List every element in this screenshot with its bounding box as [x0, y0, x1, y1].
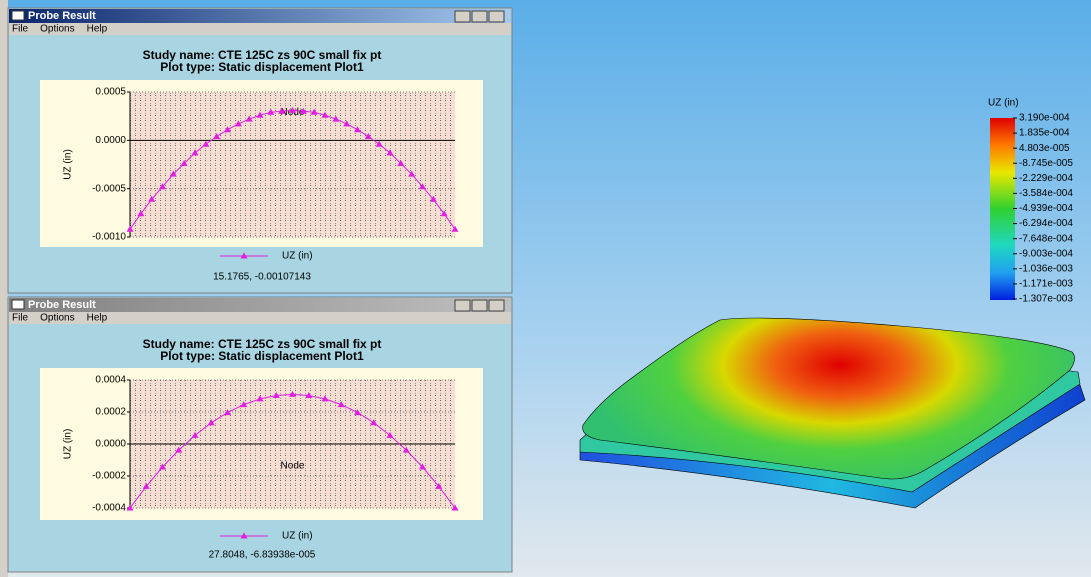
frame [0, 0, 8, 577]
y-tick-label: 0.0004 [95, 375, 126, 386]
menu-bar [9, 23, 511, 35]
legend-label: -1.307e-003 [1019, 294, 1073, 305]
y-tick-label: -0.0010 [92, 232, 126, 243]
legend-label: -8.745e-005 [1019, 158, 1073, 169]
y-tick-label: 0.0002 [95, 407, 126, 418]
minimize-button[interactable] [455, 11, 470, 22]
legend-label: 4.803e-005 [1019, 143, 1070, 154]
menu-bar [9, 312, 511, 324]
legend-label: UZ (in) [282, 531, 313, 542]
legend-label: -3.584e-004 [1019, 188, 1073, 199]
status-text: 27.8048, -6.83938e-005 [209, 550, 316, 561]
chart-subtitle: Plot type: Static displacement Plot1 [160, 60, 364, 74]
y-tick-label: -0.0005 [92, 183, 126, 194]
color-bar [990, 118, 1015, 300]
status-text: 15.1765, -0.00107143 [213, 272, 311, 283]
legend-label: 3.190e-004 [1019, 113, 1070, 124]
y-tick-label: 0.0000 [95, 135, 126, 146]
y-axis-label: UZ (in) [63, 149, 74, 180]
legend-label: -1.036e-003 [1019, 263, 1073, 274]
legend-label: -4.939e-004 [1019, 203, 1073, 214]
menu-item[interactable]: Options [40, 313, 74, 324]
chart-subtitle: Plot type: Static displacement Plot1 [160, 349, 364, 363]
menu-item[interactable]: Options [40, 24, 74, 35]
legend-label: 1.835e-004 [1019, 128, 1070, 139]
menu-item[interactable]: File [12, 24, 29, 35]
menu-item[interactable]: File [12, 313, 29, 324]
legend-label: UZ (in) [282, 251, 313, 262]
window-icon [12, 300, 24, 309]
menu-item[interactable]: Help [87, 24, 108, 35]
legend-label: -9.003e-004 [1019, 248, 1073, 259]
screen: UZ (in) 3.190e-004 1.835e-004 4.803e-005 -8… [0, 0, 1091, 577]
close-button[interactable] [489, 300, 504, 311]
legend-label: -2.229e-004 [1019, 173, 1073, 184]
y-axis-label: UZ (in) [63, 429, 74, 460]
legend-label: -1.171e-003 [1019, 279, 1073, 290]
close-button[interactable] [489, 11, 504, 22]
maximize-button[interactable] [472, 11, 487, 22]
window-title: Probe Result [28, 10, 96, 22]
maximize-button[interactable] [472, 300, 487, 311]
window-icon [12, 11, 24, 20]
x-axis-label: Node [281, 461, 305, 472]
y-tick-label: 0.0000 [95, 439, 126, 450]
legend-label: -6.294e-004 [1019, 218, 1073, 229]
legend-label: -7.648e-004 [1019, 233, 1073, 244]
window-title: Probe Result [28, 299, 96, 311]
menu-item[interactable]: Help [87, 313, 108, 324]
y-tick-label: -0.0004 [92, 503, 126, 514]
y-tick-label: -0.0002 [92, 471, 126, 482]
legend-title: UZ (in) [988, 98, 1019, 109]
minimize-button[interactable] [455, 300, 470, 311]
y-tick-label: 0.0005 [95, 87, 126, 98]
